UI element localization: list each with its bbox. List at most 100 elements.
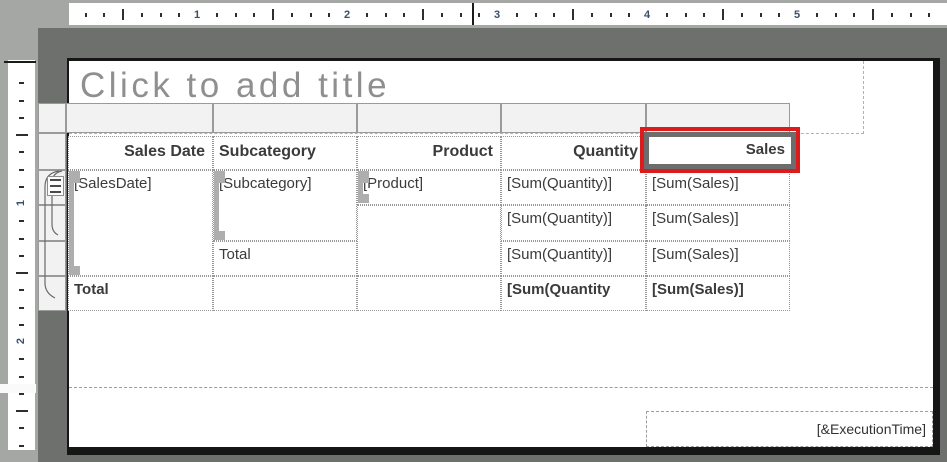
- ruler-tick: [834, 13, 837, 17]
- cell-product[interactable]: [Product]: [357, 170, 501, 205]
- ruler-tick: [478, 13, 481, 17]
- ruler-tick: [19, 151, 24, 154]
- ruler-tick: [19, 237, 24, 240]
- ruler-tick: [290, 13, 293, 17]
- ruler-tick: [890, 13, 893, 17]
- ruler-tick: [122, 9, 124, 20]
- ruler-tick: [16, 272, 28, 274]
- column-handle-sales-date[interactable]: [66, 103, 213, 133]
- selected-cell-sales[interactable]: Sales: [644, 132, 796, 169]
- ruler-tick: [234, 13, 237, 17]
- row-handle-grand-total[interactable]: [38, 276, 66, 311]
- annotation-highlight: [640, 127, 800, 173]
- column-handle-subcategory[interactable]: [213, 103, 357, 133]
- tablix-corner-handle[interactable]: [38, 103, 66, 133]
- cell-sum-sales-grand-total[interactable]: [Sum(Sales)]: [646, 276, 790, 311]
- ruler-tick: [19, 185, 24, 188]
- ruler-tick: [19, 99, 24, 102]
- ruler-tick: [272, 9, 274, 20]
- merge-indicator-product: [358, 171, 369, 203]
- ruler-tick: [178, 13, 181, 17]
- title-textbox[interactable]: [69, 61, 864, 134]
- ruler-tick: [422, 9, 424, 20]
- execution-time-textbox[interactable]: [&ExecutionTime]: [646, 411, 933, 447]
- header-cell-subcategory[interactable]: Subcategory: [213, 136, 357, 170]
- ruler-tick: [365, 13, 368, 17]
- row-handle-header[interactable]: [38, 133, 66, 170]
- cell-sum-quantity-grand-total[interactable]: [Sum(Quantity: [501, 276, 646, 311]
- cell-sum-quantity-detail[interactable]: [Sum(Quantity)]: [501, 170, 646, 205]
- ruler-number: 1: [193, 9, 201, 21]
- cell-subcategory[interactable]: [Subcategory]: [213, 170, 357, 241]
- ruler-tick: [553, 13, 556, 17]
- cell-subcategory-total-label[interactable]: Total: [213, 241, 357, 276]
- ruler-tick: [19, 220, 24, 223]
- ruler-tick: [84, 13, 87, 17]
- cell-sum-quantity-row2[interactable]: [Sum(Quantity)]: [501, 205, 646, 241]
- ruler-tick: [19, 289, 24, 292]
- cell-subcategory-grand-total-empty[interactable]: [213, 276, 357, 311]
- ruler-tick: [19, 168, 24, 171]
- ruler-tick: [19, 392, 24, 395]
- ruler-tick: [440, 13, 443, 17]
- title-placeholder-text[interactable]: Click to add title: [80, 66, 391, 105]
- ruler-number: 3: [493, 9, 501, 21]
- ruler-number: 1: [15, 199, 27, 207]
- ruler-tick: [253, 13, 256, 17]
- ruler-tick: [815, 13, 818, 17]
- ruler-tick: [572, 9, 574, 20]
- ruler-cursor-marker: [472, 3, 474, 25]
- ruler-tick: [759, 13, 762, 17]
- ruler-tick: [628, 13, 631, 17]
- column-handle-product[interactable]: [357, 103, 501, 133]
- ruler-tick: [328, 13, 331, 17]
- ruler-tick: [16, 410, 28, 412]
- ruler-tick: [534, 13, 537, 17]
- cell-sum-sales-detail[interactable]: [Sum(Sales)]: [646, 170, 790, 205]
- merge-indicator-subcategory: [214, 171, 225, 240]
- ruler-tick: [590, 13, 593, 17]
- ruler-tick: [19, 323, 24, 326]
- ruler-number: 2: [343, 9, 351, 21]
- ruler-number: 5: [793, 9, 801, 21]
- ruler-tick: [459, 13, 462, 17]
- ruler-tick: [778, 13, 781, 17]
- cell-sum-sales-subtotal[interactable]: [Sum(Sales)]: [646, 241, 790, 276]
- row-handle-subtotal[interactable]: [38, 241, 66, 276]
- ruler-tick: [515, 13, 518, 17]
- cell-product-empty[interactable]: [357, 205, 501, 276]
- ruler-tick: [909, 13, 912, 17]
- ruler-tick: [19, 375, 24, 378]
- ruler-tick: [103, 13, 106, 17]
- ruler-tick: [19, 116, 24, 119]
- ruler-tick: [19, 358, 24, 361]
- column-handle-quantity[interactable]: [501, 103, 646, 133]
- cell-sum-quantity-subtotal[interactable]: [Sum(Quantity)]: [501, 241, 646, 276]
- selected-cell-label: Sales: [745, 141, 785, 158]
- header-cell-product[interactable]: Product: [357, 136, 501, 170]
- ruler-tick: [872, 9, 874, 20]
- cell-salesdate[interactable]: [SalesDate]: [68, 170, 213, 276]
- cell-grand-total-label[interactable]: Total: [68, 276, 213, 311]
- ruler-tick: [309, 13, 312, 17]
- ruler-tick: [384, 13, 387, 17]
- header-cell-quantity[interactable]: Quantity: [501, 136, 646, 170]
- horizontal-ruler: 1 2 3 4 5: [69, 3, 947, 25]
- header-cell-sales-date[interactable]: Sales Date: [68, 136, 213, 170]
- ruler-tick: [684, 13, 687, 17]
- ruler-tick: [16, 134, 28, 136]
- ruler-section-gap: [0, 384, 36, 393]
- ruler-tick: [853, 13, 856, 17]
- ruler-tick: [215, 13, 218, 17]
- ruler-origin-marker: [4, 61, 36, 63]
- cell-product-grand-total-empty[interactable]: [357, 276, 501, 311]
- page-footer-separator: [69, 387, 933, 388]
- row-group-brackets: [44, 170, 63, 299]
- cell-sum-sales-row2[interactable]: [Sum(Sales)]: [646, 205, 790, 241]
- detail-row-icon[interactable]: [47, 176, 64, 196]
- ruler-tick: [19, 427, 24, 430]
- ruler-tick: [19, 444, 24, 447]
- merge-indicator-salesdate: [69, 171, 80, 275]
- ruler-tick: [722, 9, 724, 20]
